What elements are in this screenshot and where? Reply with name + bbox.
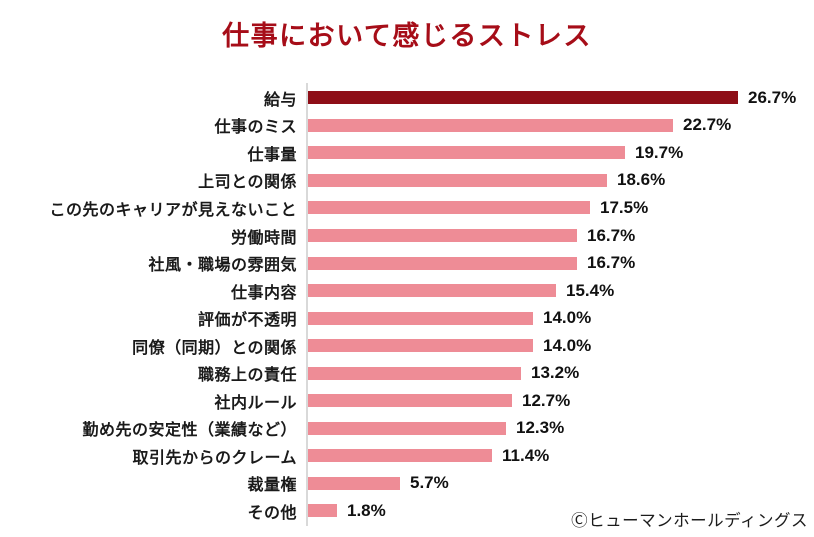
bar-track: 11.4%	[306, 442, 549, 470]
bar-track: 15.4%	[306, 277, 614, 305]
category-label: 同僚（同期）との関係	[132, 339, 297, 357]
category-label: 評価が不透明	[197, 312, 297, 330]
value-label: 19.7%	[635, 142, 684, 162]
bar	[308, 91, 738, 105]
category-label: その他	[247, 504, 297, 522]
category-label: 給与	[263, 91, 297, 109]
category-label: 取引先からのクレーム	[132, 449, 297, 467]
value-label: 16.7%	[587, 253, 636, 273]
bar-row: 勤め先の安定性（業績など） 12.3%	[0, 415, 796, 443]
bar-row: 上司との関係 18.6%	[0, 167, 796, 195]
bar-track: 19.7%	[306, 139, 683, 167]
chart-title: 仕事において感じるストレス	[222, 21, 592, 51]
bar-track: 12.7%	[306, 387, 570, 415]
bar-track: 18.6%	[306, 167, 665, 195]
bar-track: 12.3%	[306, 415, 564, 443]
bar	[308, 366, 521, 380]
bar-track: 17.5%	[306, 194, 648, 222]
bar	[308, 449, 492, 463]
y-axis-line	[306, 83, 308, 526]
bar-track: 13.2%	[306, 359, 579, 387]
bar	[308, 229, 577, 242]
bar-row: 社内ルール 12.7%	[0, 387, 796, 415]
bar-row: 労働時間 16.7%	[0, 222, 796, 250]
bar-row: 仕事のミス 22.7%	[0, 112, 796, 140]
category-label: 仕事量	[247, 146, 297, 164]
bar-track: 14.0%	[306, 332, 591, 360]
category-label: 労働時間	[230, 229, 297, 247]
value-label: 14.0%	[543, 308, 592, 328]
bar-chart: 給与 26.7% 仕事のミス 22.7% 仕事量 19.7% 上司との関係 18…	[0, 84, 796, 525]
value-label: 17.5%	[600, 197, 649, 217]
bar-track: 14.0%	[306, 304, 591, 332]
category-label: 仕事のミス	[214, 119, 297, 137]
value-label: 22.7%	[683, 115, 732, 135]
bar-track: 16.7%	[306, 222, 635, 250]
category-label: 上司との関係	[198, 174, 297, 192]
copyright-credit: Ⓒヒューマンホールディングス	[571, 512, 808, 530]
bar-track: 26.7%	[306, 84, 796, 112]
value-label: 15.4%	[566, 280, 615, 300]
bar-row: 社風・職場の雰囲気 16.7%	[0, 249, 796, 277]
value-label: 18.6%	[617, 170, 666, 190]
category-label: 勤め先の安定性（業績など）	[82, 422, 297, 440]
bar-track: 1.8%	[306, 497, 386, 525]
bar-track: 16.7%	[306, 249, 635, 277]
bar	[308, 284, 556, 298]
bar	[308, 201, 590, 215]
category-label: 仕事内容	[230, 284, 297, 302]
bar-row: 給与 26.7%	[0, 84, 796, 112]
bar	[308, 339, 533, 353]
category-label: 裁量権	[247, 477, 297, 495]
bar-row: 同僚（同期）との関係 14.0%	[0, 332, 796, 360]
bar	[308, 146, 625, 160]
bar-track: 22.7%	[306, 112, 731, 140]
bar-row: 裁量権 5.7%	[0, 470, 796, 498]
bar	[308, 504, 337, 518]
value-label: 12.3%	[516, 418, 565, 438]
category-label: 職務上の責任	[197, 367, 297, 385]
bar	[308, 118, 673, 132]
value-label: 14.0%	[543, 335, 592, 355]
bar-row: 仕事内容 15.4%	[0, 277, 796, 305]
category-label: 社風・職場の雰囲気	[148, 257, 297, 275]
bar	[308, 311, 533, 325]
value-label: 12.7%	[522, 390, 571, 410]
bar-track: 5.7%	[306, 470, 449, 498]
bar	[308, 394, 512, 408]
value-label: 1.8%	[347, 500, 386, 520]
bar-row: 取引先からのクレーム 11.4%	[0, 442, 796, 470]
bar-row: 仕事量 19.7%	[0, 139, 796, 167]
bar	[308, 476, 400, 490]
value-label: 11.4%	[502, 445, 550, 465]
value-label: 13.2%	[531, 363, 580, 383]
value-label: 26.7%	[748, 87, 797, 107]
bar-row: 職務上の責任 13.2%	[0, 359, 796, 387]
value-label: 5.7%	[410, 473, 449, 493]
bar-row: その他 1.8%	[0, 497, 796, 525]
bar-row: 評価が不透明 14.0%	[0, 304, 796, 332]
bar	[308, 173, 607, 187]
bar-row: この先のキャリアが見えないこと 17.5%	[0, 194, 796, 222]
category-label: 社内ルール	[214, 394, 297, 412]
bar	[308, 256, 577, 270]
value-label: 16.7%	[587, 225, 636, 245]
bar	[308, 421, 506, 435]
category-label: この先のキャリアが見えないこと	[49, 201, 297, 219]
